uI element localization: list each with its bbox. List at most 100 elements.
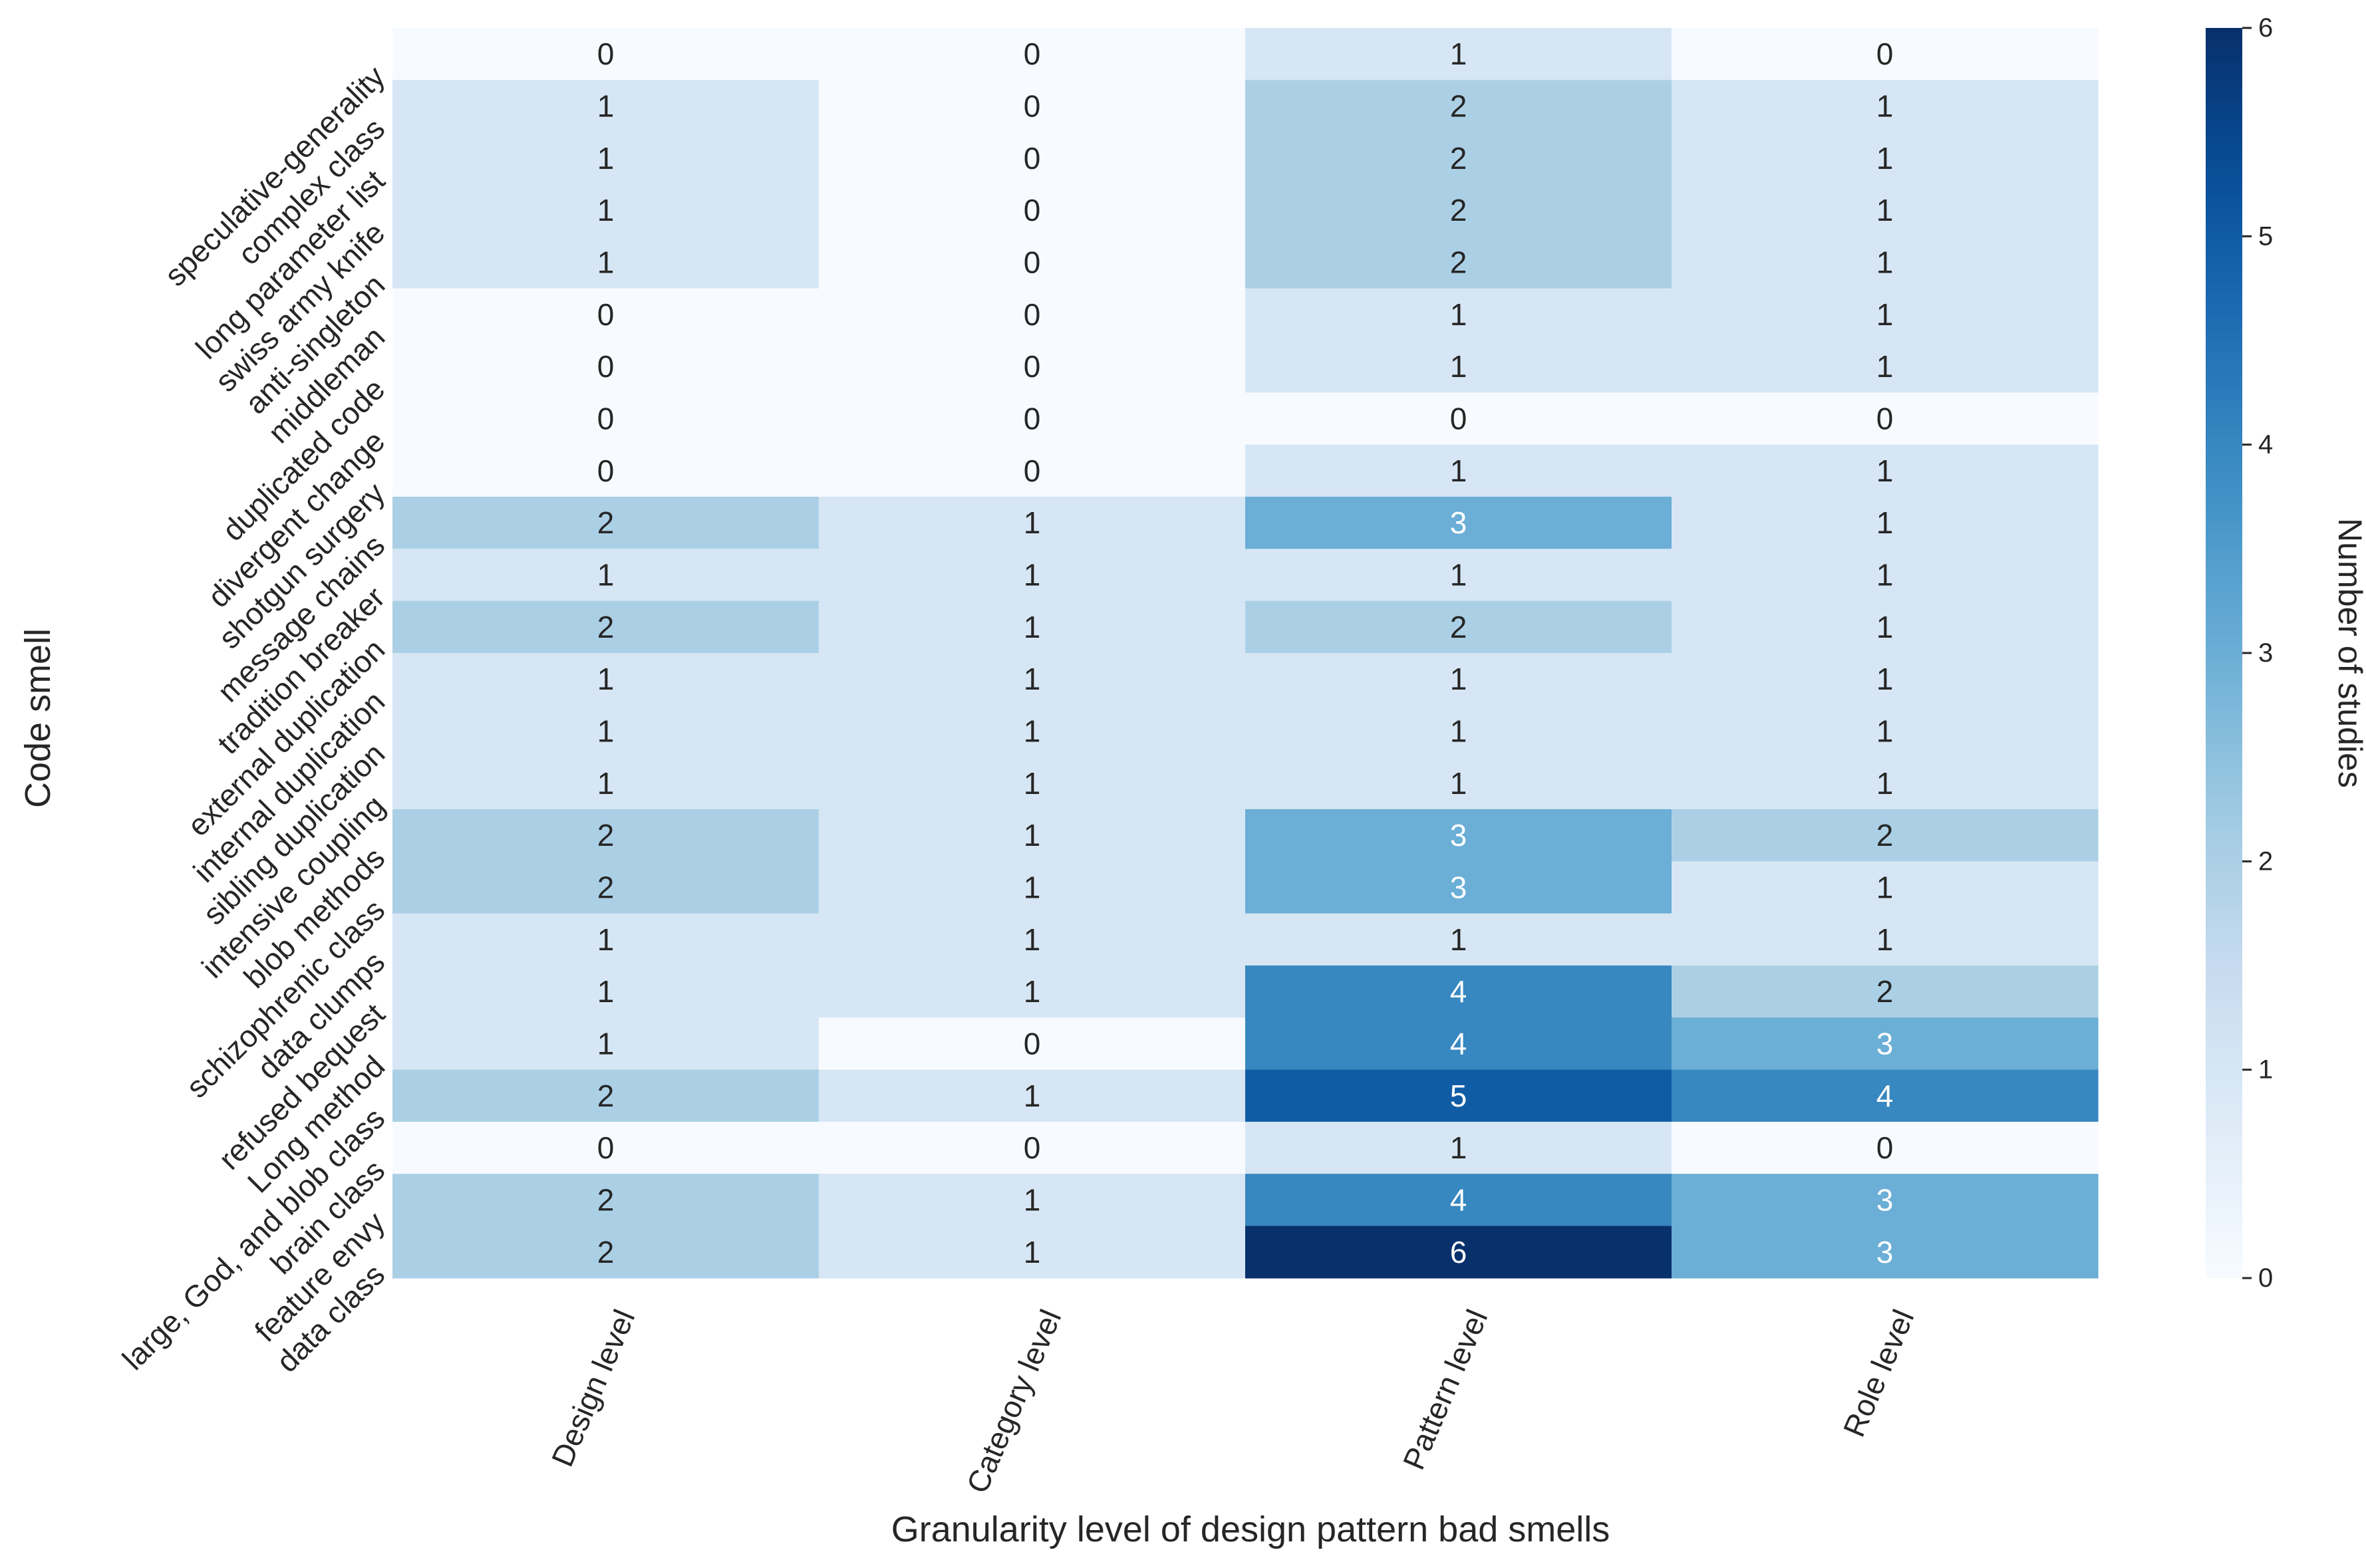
heatmap-cell [1672, 80, 2099, 133]
cell-value-label: 1 [1450, 922, 1467, 957]
heatmap-cell [1672, 549, 2099, 602]
cell-value-label: 2 [597, 1235, 615, 1269]
heatmap-cell [1245, 28, 1672, 80]
heatmap-cell [392, 1121, 819, 1174]
x-tick-label: Category level [960, 1305, 1068, 1498]
x-tick-labels: Design level Category level Pattern level R… [545, 1305, 1921, 1498]
cell-value-label: 0 [597, 1130, 615, 1165]
cell-value-label: 1 [1876, 193, 1894, 227]
heatmap-cell [1245, 965, 1672, 1018]
cell-value-label: 2 [597, 818, 615, 852]
x-tick-label: Design level [545, 1305, 642, 1472]
cell-value-label: 1 [1876, 610, 1894, 644]
cell-value-label: 1 [1450, 714, 1467, 748]
colorbar-tick-label: 3 [2258, 638, 2273, 668]
cell-value-label: 3 [1876, 1235, 1894, 1269]
cell-value-label: 1 [597, 88, 615, 123]
heatmap-cell [819, 965, 1246, 1018]
cell-value-label: 1 [1450, 1130, 1467, 1165]
heatmap-cell [1245, 549, 1672, 602]
x-tick-label: Pattern level [1396, 1305, 1495, 1475]
cell-value-label: 0 [1024, 193, 1041, 227]
cell-value-label: 1 [1876, 870, 1894, 904]
heatmap-cell [1245, 600, 1672, 654]
cell-value-label: 1 [597, 766, 615, 801]
heatmap-cell [819, 652, 1246, 706]
heatmap-cell [819, 236, 1246, 289]
heatmap-cell [1672, 1226, 2099, 1279]
heatmap-cell [392, 1174, 819, 1227]
heatmap-cell [819, 392, 1246, 446]
heatmap-cell [819, 288, 1246, 341]
cell-value-label: 1 [1024, 610, 1041, 644]
cell-value-label: 1 [1876, 922, 1894, 957]
cell-value-label: 1 [1024, 1079, 1041, 1113]
cell-value-label: 1 [1450, 37, 1467, 71]
cell-value-label: 1 [1876, 349, 1894, 384]
colorbar-tick-label: 1 [2258, 1055, 2273, 1085]
cell-value-label: 2 [1876, 818, 1894, 852]
cell-value-label: 1 [1450, 297, 1467, 332]
colorbar-ticks: 0 1 2 3 4 5 6 [2242, 13, 2273, 1293]
cell-value-label: 1 [1876, 662, 1894, 696]
cell-value-label: 2 [1450, 245, 1467, 279]
cell-value-label: 1 [597, 141, 615, 176]
cell-value-label: 3 [1876, 1026, 1894, 1061]
cell-value-label: 1 [597, 922, 615, 957]
heatmap-cell [1245, 1017, 1672, 1071]
colorbar-tick-label: 4 [2258, 430, 2273, 459]
heatmap-cell [1245, 184, 1672, 237]
cell-value-label: 2 [1450, 88, 1467, 123]
cell-value-label: 2 [597, 505, 615, 540]
heatmap-cell [819, 132, 1246, 185]
cell-value-label: 1 [1450, 454, 1467, 488]
cell-value-label: 1 [1024, 1182, 1041, 1217]
cell-value-label: 1 [597, 974, 615, 1009]
heatmap-cell [1245, 340, 1672, 393]
colorbar-label: Number of studies [2331, 518, 2366, 788]
heatmap-cell [392, 705, 819, 758]
heatmap-cell [819, 1174, 1246, 1227]
cell-value-label: 1 [1024, 818, 1041, 852]
colorbar-tick-label: 2 [2258, 847, 2273, 876]
cell-value-label: 2 [1450, 610, 1467, 644]
heatmap-cell [1245, 652, 1672, 706]
heatmap-cell [392, 549, 819, 602]
heatmap-cell [1672, 757, 2099, 810]
heatmap-cell [1672, 1069, 2099, 1122]
heatmap-cell [1672, 600, 2099, 654]
cell-value-label: 0 [1024, 1026, 1041, 1061]
cell-value-label: 0 [1876, 37, 1894, 71]
cell-value-label: 2 [1450, 141, 1467, 176]
heatmap-cell [819, 1121, 1246, 1174]
heatmap-cell [392, 236, 819, 289]
heatmap-cell [1672, 705, 2099, 758]
heatmap-cell [1672, 340, 2099, 393]
colorbar-tick-label: 0 [2258, 1263, 2273, 1293]
heatmap-cell [1672, 1121, 2099, 1174]
heatmap-cell [1672, 392, 2099, 446]
cell-value-label: 1 [1024, 662, 1041, 696]
cell-value-label: 3 [1876, 1182, 1894, 1217]
cell-value-label: 1 [1876, 88, 1894, 123]
heatmap-cell [392, 913, 819, 966]
cell-value-label: 1 [1024, 557, 1041, 592]
cell-value-label: 1 [597, 662, 615, 696]
cell-value-label: 1 [597, 245, 615, 279]
cell-value-label: 2 [597, 1182, 615, 1217]
heatmap-cell [1672, 965, 2099, 1018]
heatmap-cell [819, 913, 1246, 966]
heatmap-cell [392, 1069, 819, 1122]
cell-value-label: 0 [1876, 401, 1894, 436]
heatmap-cell [819, 28, 1246, 80]
heatmap-cell [1245, 496, 1672, 549]
heatmap-cell [819, 496, 1246, 549]
heatmap-cell [819, 600, 1246, 654]
heatmap-cell [392, 184, 819, 237]
heatmap-cell [392, 1226, 819, 1279]
cell-value-label: 5 [1450, 1079, 1467, 1113]
heatmap-cell [1245, 392, 1672, 446]
cell-value-label: 1 [1876, 714, 1894, 748]
cell-value-label: 1 [1024, 505, 1041, 540]
heatmap-cell [392, 340, 819, 393]
